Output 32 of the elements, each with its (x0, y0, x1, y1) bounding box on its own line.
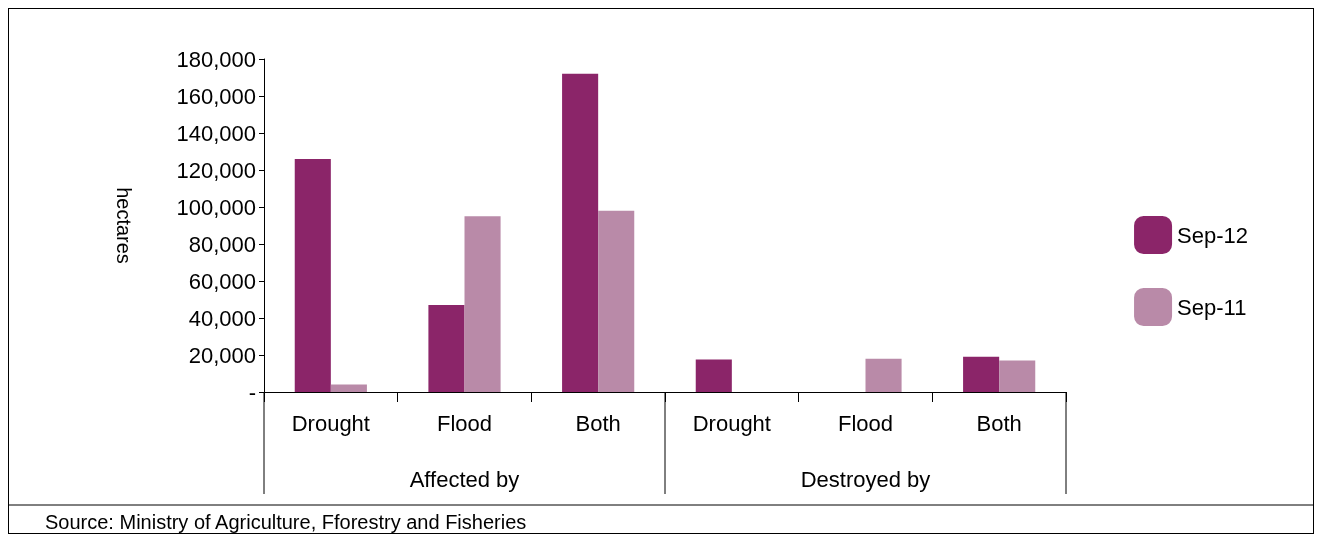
y-tick-label: 20,000 (188, 342, 256, 368)
bar (464, 216, 501, 392)
y-tick-label: 140,000 (176, 120, 256, 146)
bar (428, 305, 465, 392)
y-tick-label: 180,000 (176, 46, 256, 72)
y-axis-title: hectares (113, 187, 135, 264)
source-note: Source: Ministry of Agriculture, Fforestry and Fisheries (45, 511, 527, 533)
y-tick-label: 160,000 (176, 83, 256, 109)
bar (695, 359, 732, 392)
bar (865, 358, 902, 392)
y-tick-label: 40,000 (188, 305, 256, 331)
legend-label: Sep-12 (1177, 222, 1249, 248)
legend-label: Sep-11 (1177, 294, 1247, 320)
x-tick-label: Drought (692, 410, 771, 436)
x-tick-label: Both (575, 410, 621, 436)
bar (330, 384, 367, 392)
x-tick-label: Flood (436, 410, 493, 436)
text: Destroyed by (800, 466, 931, 492)
x-tick-label: Both (976, 410, 1022, 436)
y-tick-label: 60,000 (188, 268, 256, 294)
y-tick-label: 120,000 (176, 157, 256, 183)
y-tick-label: 100,000 (176, 194, 256, 220)
x-tick-label: Flood (837, 410, 894, 436)
y-tick-label: - (248, 379, 256, 405)
x-tick-label: Drought (291, 410, 370, 436)
bar (562, 73, 599, 392)
bar (294, 158, 331, 392)
text: Affected by (409, 466, 520, 492)
y-tick-label: 80,000 (188, 231, 256, 257)
bar (598, 210, 635, 392)
bar (999, 360, 1036, 392)
bar (963, 356, 1000, 392)
